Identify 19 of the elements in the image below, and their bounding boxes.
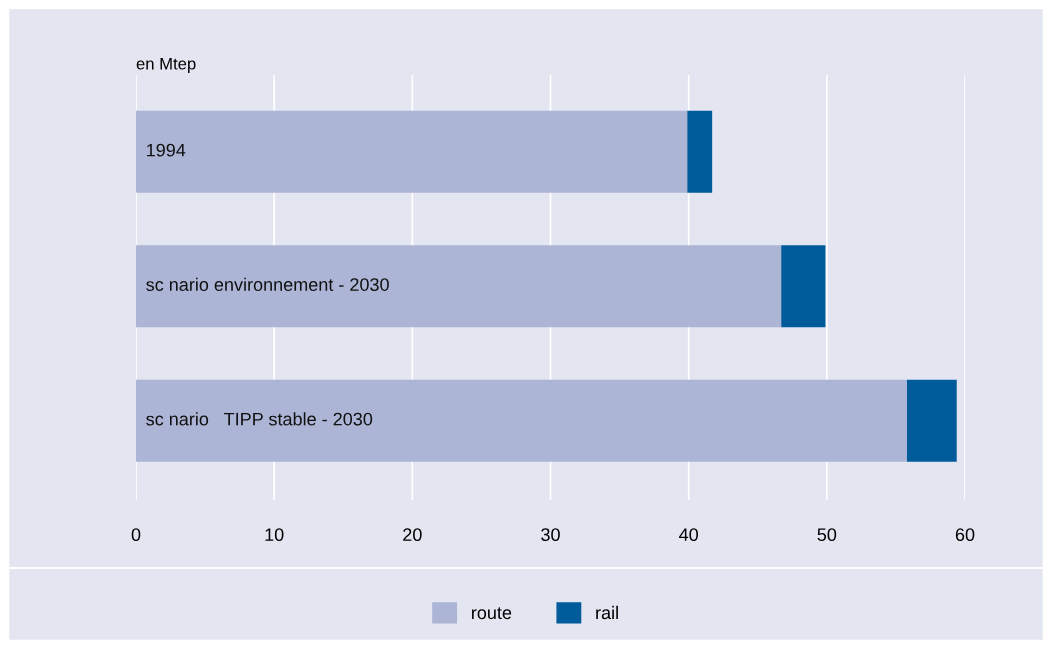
bar [687, 110, 713, 193]
x-tick-label: 10 [265, 528, 284, 542]
x-tick-label: 60 [955, 528, 975, 542]
x-tick-label: 0 [131, 528, 141, 542]
y-tick-label: sc nario environnement - 2030 [146, 277, 389, 291]
y-tick-label: sc nario TIPP stable - 2030 [146, 412, 373, 426]
x-tick-label: 40 [679, 528, 698, 542]
x-tick-label: 20 [403, 528, 422, 542]
bar [136, 379, 907, 462]
y-tick-label: 1994 [147, 143, 186, 157]
bar [906, 379, 957, 462]
bar [136, 245, 782, 328]
x-tick-label: 30 [541, 528, 560, 542]
bar [781, 245, 826, 328]
x-axis-title: en Mtep [136, 57, 196, 73]
legend-label: rail [596, 605, 618, 620]
bar [136, 110, 688, 193]
legend-label: route [472, 607, 512, 620]
x-tick-label: 50 [817, 528, 837, 542]
